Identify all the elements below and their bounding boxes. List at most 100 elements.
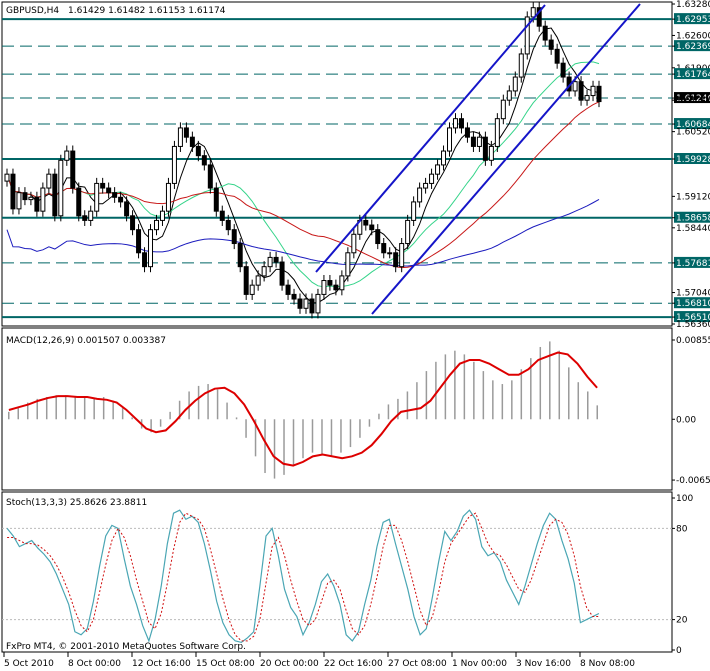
copyright-text: FxPro MT4, © 2001-2010 MetaQuotes Softwa…: [6, 642, 246, 652]
price-tick-label: 1.59928: [676, 155, 710, 165]
time-tick-label: 12 Oct 16:00: [132, 659, 191, 669]
stoch-axis: 100 80 20 0: [672, 494, 693, 656]
candle-body: [237, 243, 243, 268]
price-tick-label: 1.58440: [676, 224, 710, 234]
macd-axis: 0.008554 0.00 -0.006559: [672, 336, 710, 486]
candle-body: [554, 48, 560, 64]
candle-body: [207, 164, 213, 189]
candle-body: [399, 243, 405, 268]
price-tick-label: 1.61764: [676, 70, 710, 80]
channel-lower-line[interactable]: [371, 3, 641, 315]
price-label-box: [674, 256, 710, 268]
candle-body: [417, 187, 423, 203]
candle-body: [142, 252, 148, 268]
candle-body: [482, 136, 488, 161]
candle-body: [22, 192, 28, 201]
macd-title: MACD(12,26,9) 0.001507 0.003387: [6, 336, 166, 346]
candle-body: [100, 182, 106, 189]
candle-body: [183, 127, 189, 138]
stoch-series: [2, 509, 672, 644]
price-label-box: [674, 297, 710, 309]
candle-body: [249, 284, 255, 295]
candle-body: [46, 173, 52, 189]
price-title: GBPUSD,H4: [6, 6, 59, 16]
candle-body: [189, 136, 195, 147]
price-tick-label: 1.62600: [676, 31, 710, 41]
macd-signal-line: [8, 351, 598, 467]
candle-body: [40, 187, 46, 212]
price-label-box: [674, 68, 710, 80]
candle-body: [476, 136, 482, 147]
moving-average-line: [6, 199, 600, 267]
candle-body: [34, 196, 40, 212]
candle-body: [231, 229, 237, 245]
candle-body: [112, 192, 118, 198]
price-tick-label: 1.56510: [676, 313, 710, 323]
ohlc-readout: 1.61429 1.61482 1.61153 1.61174: [68, 6, 226, 16]
price-tick-label: 1.62369: [676, 42, 710, 52]
candle-body: [195, 145, 201, 157]
candle-body: [441, 150, 447, 166]
candle-body: [327, 280, 333, 286]
candle-body: [291, 293, 297, 300]
channel-upper-line[interactable]: [315, 4, 546, 273]
candle-body: [405, 219, 411, 245]
trend-channel[interactable]: [315, 3, 641, 315]
candle-body: [411, 201, 417, 221]
candle-body: [488, 145, 494, 161]
candle-body: [94, 182, 100, 212]
candle-body: [339, 275, 345, 291]
candle-body: [429, 173, 435, 184]
candle-body: [584, 95, 590, 101]
candle-body: [130, 215, 136, 231]
candle-body: [76, 187, 82, 217]
candle-body: [351, 233, 357, 254]
candle-body: [64, 150, 70, 161]
candle-body: [321, 280, 327, 295]
price-tick-label: 1.57040: [676, 289, 710, 299]
candle-body: [393, 252, 399, 268]
stoch-panel[interactable]: [1, 491, 673, 653]
price-label-box: [674, 153, 710, 165]
candle-body: [494, 118, 500, 147]
candle-body: [333, 284, 339, 291]
macd-tick-label: -0.006559: [676, 476, 710, 486]
candle-body: [387, 252, 393, 255]
candle-body: [148, 229, 154, 268]
price-panel[interactable]: [1, 1, 673, 327]
candle-body: [309, 298, 315, 314]
moving-average-line: [6, 101, 600, 269]
stoch-tick-label: 80: [676, 524, 688, 534]
candle-body: [458, 118, 464, 129]
candle-body: [10, 173, 16, 210]
stoch-tick-label: 20: [676, 616, 688, 626]
macd-tick-label: 0.00: [676, 415, 696, 425]
time-axis: 5 Oct 2010 8 Oct 00:00 12 Oct 16:00 15 Oct …: [3, 652, 635, 669]
candle-body: [118, 196, 124, 203]
candle-body: [447, 127, 453, 152]
time-tick-label: 3 Nov 16:00: [516, 659, 571, 669]
candle-body: [243, 266, 249, 295]
stoch-tick-label: 0: [676, 646, 682, 656]
price-label-box: [674, 211, 710, 223]
candle-body: [153, 219, 159, 231]
price-tick-label: 1.56810: [676, 299, 710, 309]
price-label-box: [674, 118, 710, 130]
candle-body: [423, 182, 429, 189]
candle-body: [590, 85, 596, 97]
candle-body: [219, 210, 225, 221]
price-tick-label: 1.62953: [676, 15, 710, 25]
candle-body: [560, 62, 566, 78]
time-tick-label: 8 Nov 08:00: [580, 659, 635, 669]
macd-panel[interactable]: [1, 327, 673, 491]
candle-body: [136, 229, 142, 254]
candle-body: [213, 187, 219, 212]
moving-average-line: [6, 27, 600, 304]
candle-body: [578, 81, 584, 101]
price-tick-label: 1.56360: [676, 320, 710, 330]
candle-body: [452, 118, 458, 129]
candle-body: [548, 39, 554, 50]
stoch-main-line: [6, 509, 600, 644]
stoch-signal-line: [7, 512, 599, 642]
candle-body: [500, 99, 506, 120]
